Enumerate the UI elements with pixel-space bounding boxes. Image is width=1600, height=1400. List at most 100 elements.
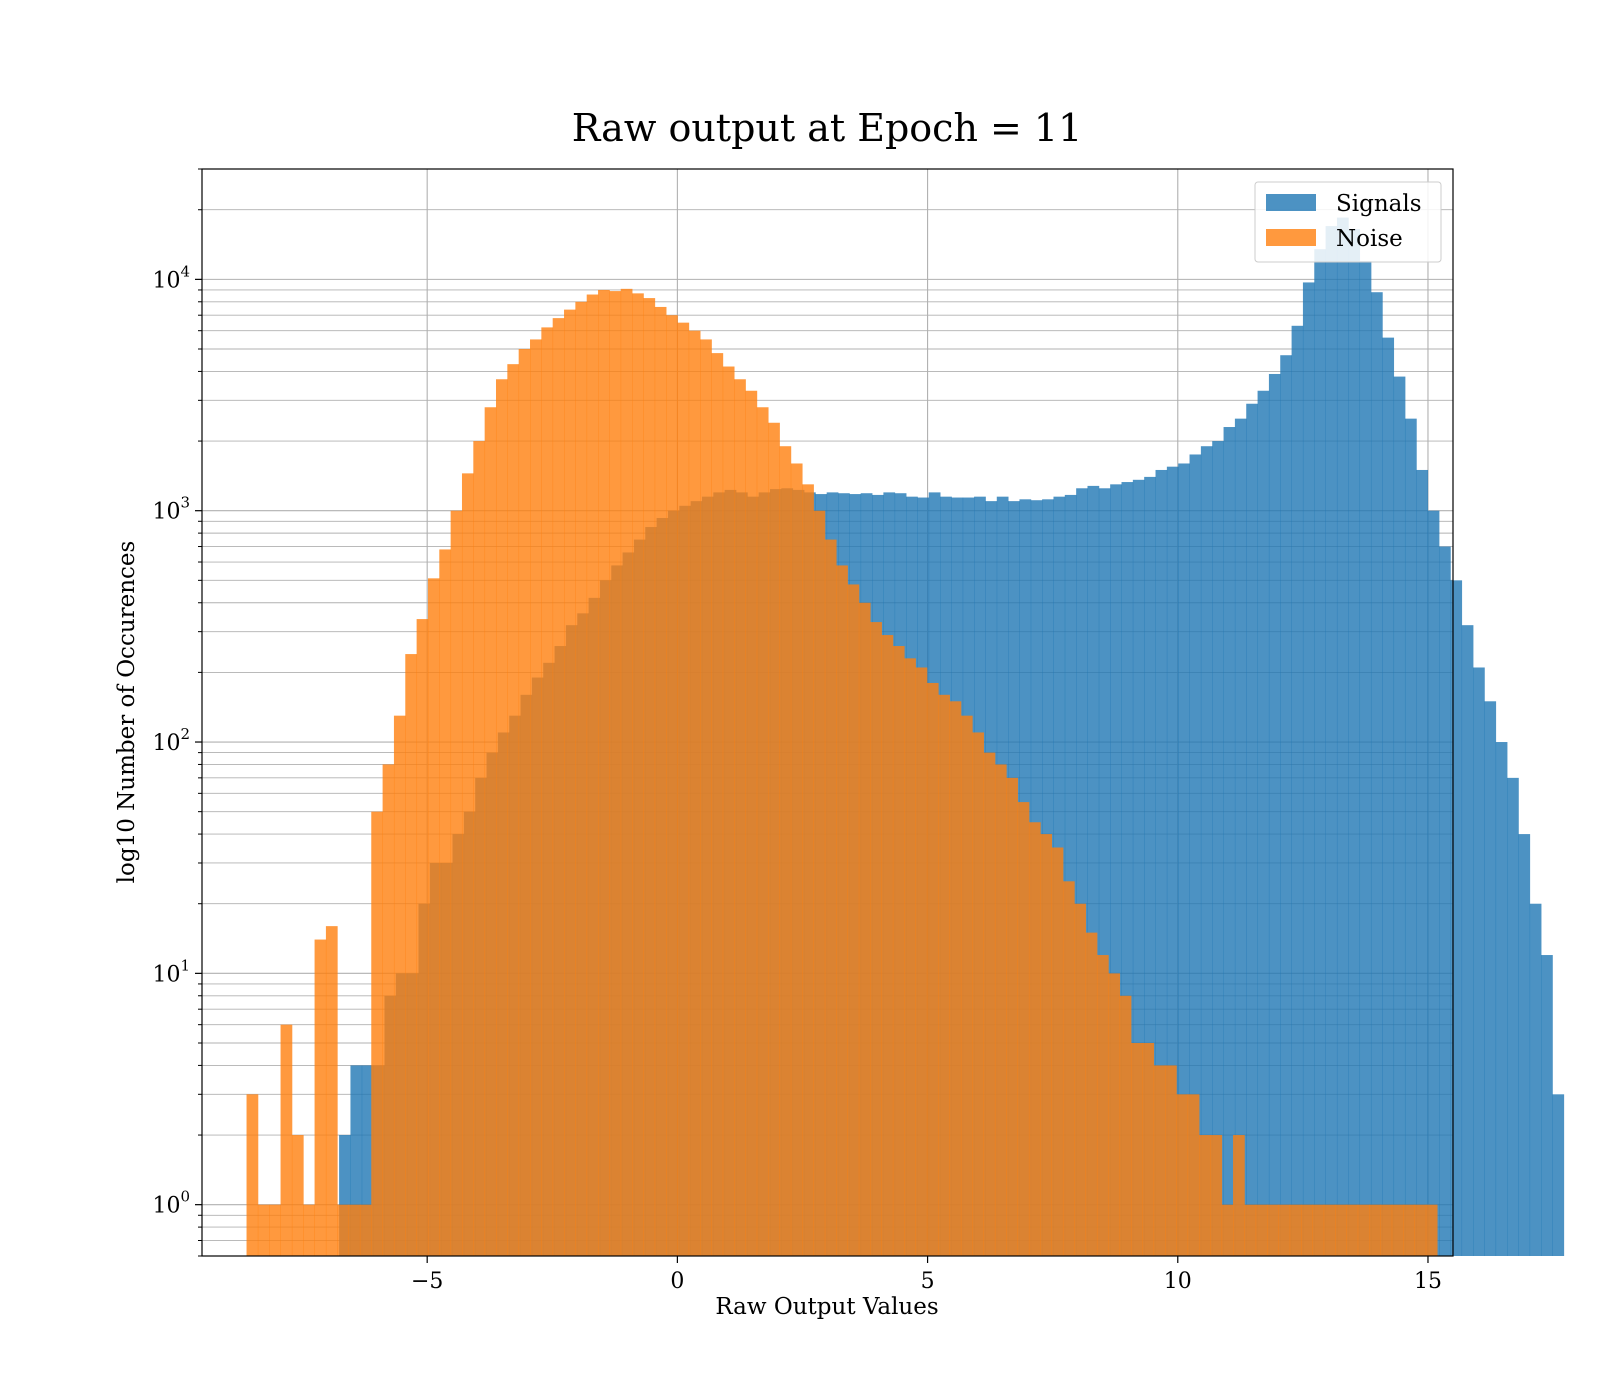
bar-noise [1187, 1094, 1200, 1256]
bar-noise [405, 654, 418, 1256]
bar-signals [1280, 355, 1292, 1256]
bar-signals [1257, 390, 1270, 1256]
bar-noise [949, 701, 962, 1256]
ticks-layer: −5 0 5 10 15 100 101 102 103 104 [152, 168, 1442, 1294]
bar-noise [802, 484, 814, 1257]
bar-noise [325, 926, 338, 1256]
bar-noise [1267, 1204, 1279, 1256]
bar-noise [1391, 1204, 1404, 1256]
plot-frame [201, 168, 1454, 1257]
bar-noise [1153, 1065, 1166, 1256]
bar-signals [1155, 469, 1168, 1256]
bar-signals [1302, 282, 1315, 1256]
bar-signals [1382, 337, 1395, 1256]
bars-layer [246, 217, 1565, 1257]
bar-noise [994, 764, 1007, 1256]
bar-noise [847, 584, 860, 1256]
bar-signals [1246, 403, 1258, 1257]
bar-noise [790, 463, 803, 1256]
bar-signals [1144, 476, 1156, 1257]
bar-noise [280, 1024, 293, 1256]
bar-noise [688, 330, 701, 1257]
bar-noise [677, 322, 690, 1256]
bar-signals [1268, 373, 1281, 1256]
bar-noise [1085, 932, 1098, 1256]
bar-noise [1164, 1065, 1177, 1256]
bar-signals [1166, 466, 1179, 1256]
bar-noise [654, 306, 667, 1256]
x-tick-label: 0 [670, 1269, 684, 1294]
bar-noise [1199, 1135, 1211, 1256]
bar-signals [1495, 742, 1508, 1256]
bar-noise [1051, 847, 1064, 1256]
bar-noise [450, 510, 463, 1256]
bar-noise [972, 732, 984, 1256]
bar-noise [870, 622, 882, 1256]
bar-noise [416, 619, 429, 1256]
bar-signals [1223, 427, 1236, 1256]
bar-noise [575, 301, 588, 1257]
bar-signals [1189, 454, 1202, 1256]
bar-signals [1416, 469, 1429, 1256]
bar-noise [303, 1204, 315, 1256]
bar-noise [337, 1204, 349, 1256]
bar-signals [1529, 903, 1542, 1256]
bar-noise [461, 473, 474, 1256]
bar-noise [473, 441, 486, 1256]
bar-noise [643, 298, 656, 1257]
x-tick-label: 10 [1164, 1269, 1192, 1294]
y-tick-label: 103 [152, 494, 190, 525]
x-tick-label: 5 [921, 1269, 935, 1294]
x-tick-label: 15 [1414, 1269, 1442, 1294]
y-tick-label: 101 [152, 956, 190, 987]
bar-noise [1017, 802, 1030, 1256]
bar-signals [1461, 625, 1474, 1256]
bar-noise [1096, 955, 1109, 1256]
bar-noise [632, 293, 644, 1256]
bar-noise [1357, 1204, 1370, 1256]
bar-noise [1108, 973, 1121, 1256]
bar-noise [926, 682, 939, 1256]
bar-noise [541, 327, 554, 1257]
bar-signals [1393, 376, 1406, 1256]
bar-noise [1380, 1204, 1393, 1256]
bar-noise [779, 446, 792, 1256]
bar-signals [1200, 446, 1213, 1256]
bar-noise [1028, 822, 1041, 1256]
bar-signals [1234, 418, 1247, 1257]
bar-noise [1244, 1204, 1257, 1256]
bar-signals [350, 1065, 363, 1256]
bar-noise [1040, 834, 1053, 1256]
bar-noise [495, 379, 508, 1256]
bar-signals [1507, 777, 1519, 1256]
bar-signals [1552, 1094, 1565, 1256]
bar-signals [361, 1065, 374, 1256]
bar-noise [1221, 1204, 1234, 1256]
legend-swatch-noise [1266, 229, 1316, 246]
bar-noise [1006, 777, 1018, 1256]
bar-noise [382, 764, 395, 1256]
bar-noise [314, 939, 327, 1256]
legend-label-signals: Signals [1336, 191, 1422, 217]
bar-signals [1427, 510, 1440, 1256]
bar-noise [1312, 1204, 1325, 1256]
bar-noise [246, 1094, 259, 1256]
bar-signals [1450, 580, 1463, 1256]
bar-noise [711, 353, 724, 1256]
bar-noise [1255, 1204, 1268, 1256]
x-tick-label: −5 [411, 1269, 443, 1294]
bar-noise [938, 694, 950, 1256]
bar-noise [700, 339, 712, 1256]
x-axis-label: Raw Output Values [715, 1294, 938, 1320]
bar-noise [1369, 1204, 1381, 1256]
bar-noise [530, 339, 542, 1256]
legend-label-noise: Noise [1336, 226, 1403, 252]
bar-noise [518, 349, 531, 1256]
bar-signals [1348, 229, 1361, 1257]
bar-signals [1314, 249, 1327, 1256]
bar-noise [1130, 1042, 1143, 1256]
bar-noise [892, 646, 905, 1256]
bar-noise [1403, 1204, 1415, 1256]
